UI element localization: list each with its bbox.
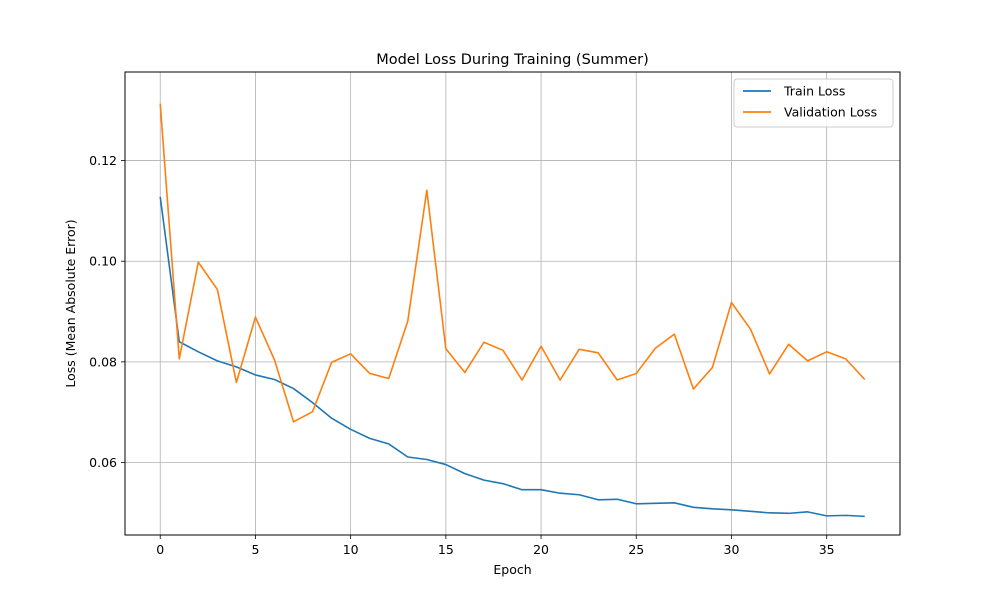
series-line-train-loss [159, 196, 865, 518]
grid [125, 72, 900, 535]
x-tick-label: 5 [251, 542, 259, 557]
x-tick-label: 25 [628, 542, 644, 557]
x-tick-label: 20 [533, 542, 549, 557]
x-tick-label: 0 [156, 542, 164, 557]
plot-frame [124, 71, 901, 536]
y-axis-label: Loss (Mean Absolute Error) [63, 219, 78, 387]
x-axis-label: Epoch [493, 562, 531, 577]
x-axis: 0 5 10 15 20 25 30 35 [156, 535, 835, 557]
chart-title: Model Loss During Training (Summer) [376, 52, 649, 68]
y-tick-label: 0.10 [89, 254, 117, 269]
y-axis: 0.06 0.08 0.10 0.12 [89, 153, 125, 470]
legend-box [733, 78, 894, 128]
legend-label-validation-loss: Validation Loss [784, 105, 877, 120]
legend-label-train-loss: Train Loss [783, 84, 845, 99]
y-tick-label: 0.08 [89, 354, 117, 369]
series-layer [159, 103, 866, 518]
legend: Train Loss Validation Loss [733, 78, 894, 128]
x-tick-label: 15 [438, 542, 454, 557]
x-tick-label: 10 [343, 542, 359, 557]
y-tick-label: 0.06 [89, 455, 117, 470]
series-line-validation-loss [159, 103, 866, 423]
x-tick-label: 35 [819, 542, 835, 557]
y-tick-label: 0.12 [89, 153, 117, 168]
x-tick-label: 30 [724, 542, 740, 557]
